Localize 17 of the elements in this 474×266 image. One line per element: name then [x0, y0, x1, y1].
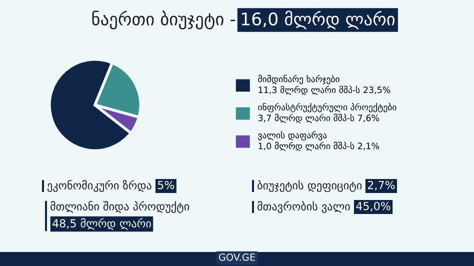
text: მთავრობის ვალი: [258, 201, 350, 213]
legend-label: ვალის დაფარვა: [258, 130, 327, 140]
text: 45,0%: [356, 202, 390, 212]
text: მთლიანი შიდა პროდუქტი: [50, 201, 190, 213]
text: 5%: [158, 180, 174, 190]
chart-title: ნაერთი ბიუჯეტი -: [92, 10, 236, 30]
data-label: 1,0 მლრდ ლარი მშპ-ს 2,1%: [258, 142, 380, 152]
text: 2,7%: [368, 180, 395, 190]
legend-label: მიმდინარე ხარჯები: [258, 74, 340, 84]
legend-label: ინფრასტრუქტურული პროექტები: [258, 102, 396, 112]
text: ეკონომიკური ზრდა: [48, 180, 152, 192]
data-label: 11,3 მლრდ ლარი მშპ-ს 23,5%: [258, 86, 390, 96]
data-label: 3,7 მლრდ ლარი მშპ-ს 7,6%: [258, 114, 380, 124]
text: ბიუჯეტის დეფიციტი: [258, 180, 362, 192]
text: GOV.GE: [218, 253, 255, 261]
chart-subtitle: 16,0 მლრდ ლარი: [242, 10, 395, 30]
text: 48,5 მლრდ ლარი: [52, 218, 151, 230]
